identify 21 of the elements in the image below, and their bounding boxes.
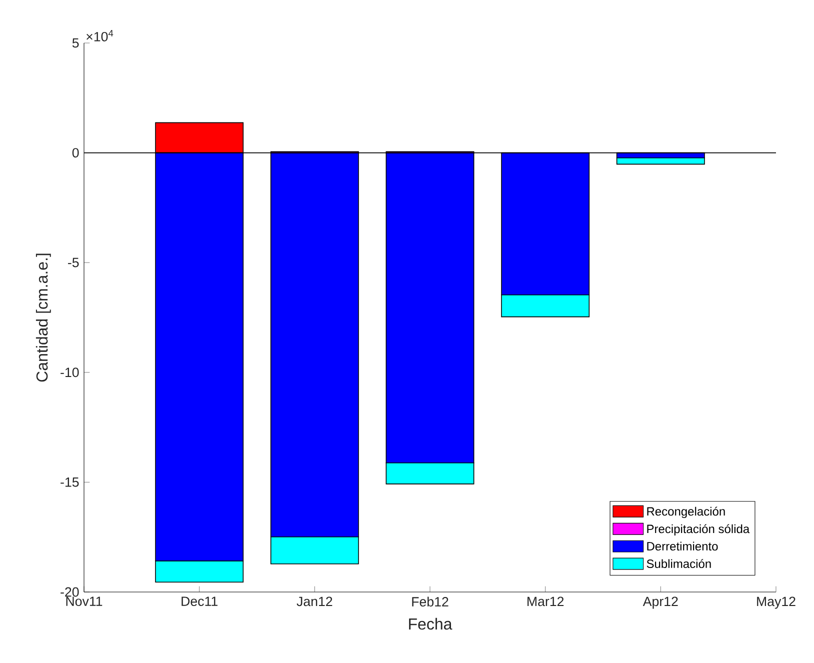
legend-label: Derretimiento <box>647 542 718 551</box>
y-tick-label: -10 <box>60 368 79 378</box>
y-tick-label: -5 <box>68 258 79 268</box>
legend-label: Recongelación <box>647 506 725 518</box>
x-tick-label: Feb12 <box>412 596 448 606</box>
x-tick-label: Apr12 <box>642 596 678 609</box>
y-tick-label: -15 <box>60 478 79 487</box>
x-axis-title: Fecha <box>409 618 452 630</box>
y-axis-title: Cantidad [cm.a.e.] <box>36 254 51 382</box>
bar <box>616 157 705 165</box>
x-tick-label: May12 <box>757 596 796 609</box>
x-tick-label: Jan12 <box>296 596 332 606</box>
y-tick-label: 0 <box>72 148 79 158</box>
legend-label: Sublimación <box>646 559 711 568</box>
x-tick-label: Dec11 <box>182 596 218 606</box>
x-tick-label: Nov11 <box>66 596 102 606</box>
legend-label: Precipitación sólida <box>647 524 750 536</box>
text: ×10$^{4}$ <box>86 30 114 42</box>
y-tick-label: -20 <box>60 587 79 597</box>
y-tick-label: 5 <box>72 38 79 48</box>
x-tick-label: Mar12 <box>528 596 564 606</box>
